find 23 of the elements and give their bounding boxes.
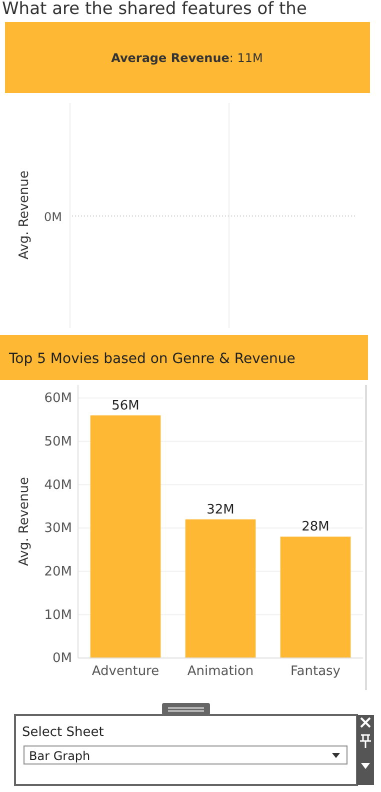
data-label: 28M xyxy=(302,520,330,535)
x-tick-label: Animation xyxy=(187,664,254,680)
y-tick-label: 10M xyxy=(44,608,72,623)
text: Average Revenue: 11M xyxy=(111,51,263,65)
chart-title: Top 5 Movies based on Genre & Revenue xyxy=(8,351,296,367)
x-tick-label: Adventure xyxy=(92,664,160,680)
text: Avg. Revenue xyxy=(17,170,32,260)
bar xyxy=(90,415,161,658)
y-tick-label: 0M xyxy=(52,651,72,666)
data-label: 56M xyxy=(112,398,140,414)
y-tick-label: 20M xyxy=(44,564,72,580)
bar xyxy=(185,519,256,658)
dropdown-field: Bar Graph xyxy=(24,746,348,764)
y-tick-label: 30M xyxy=(44,521,72,536)
bar xyxy=(280,536,351,658)
y-tick-label: 50M xyxy=(44,434,72,450)
y-tick-label: 60M xyxy=(44,391,72,406)
text: What are the shared features of the xyxy=(2,0,307,19)
y-tick-label: 40M xyxy=(44,478,72,493)
text: Select Sheet xyxy=(22,725,104,740)
data-label: 32M xyxy=(206,502,234,518)
x-tick-label: Fantasy xyxy=(290,664,341,680)
y-axis-title: Avg. Revenue xyxy=(17,477,32,566)
